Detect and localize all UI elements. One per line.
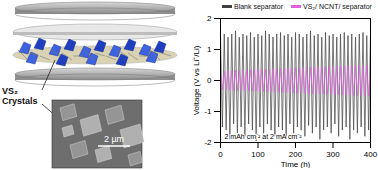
svg-text:0: 0 bbox=[218, 150, 223, 159]
svg-text:400: 400 bbox=[364, 150, 378, 159]
html-text:VS₂ Crystals: VS₂ Crystals bbox=[2, 86, 38, 106]
svg-text:200: 200 bbox=[289, 150, 303, 159]
svg-text:Voltage (V vs Li⁺/Li): Voltage (V vs Li⁺/Li) bbox=[192, 45, 201, 115]
svg-text:0: 0 bbox=[207, 76, 212, 85]
svg-text:-1: -1 bbox=[204, 107, 212, 116]
svg-text:2: 2 bbox=[207, 14, 212, 23]
svg-text:2 µm: 2 µm bbox=[104, 134, 124, 144]
svg-text:2 mAh cm⁻² at 2 mA cm⁻²: 2 mAh cm⁻² at 2 mA cm⁻² bbox=[225, 133, 303, 140]
svg-text:100: 100 bbox=[251, 150, 265, 159]
svg-text:-2: -2 bbox=[204, 138, 212, 147]
svg-text:Time (h): Time (h) bbox=[281, 160, 311, 169]
html-text:Blank separator: Blank separator bbox=[234, 2, 283, 10]
html-text:VS₂/ NCNT/ separator: VS₂/ NCNT/ separator bbox=[303, 2, 372, 10]
svg-text:300: 300 bbox=[326, 150, 340, 159]
svg-text:1: 1 bbox=[207, 45, 212, 54]
